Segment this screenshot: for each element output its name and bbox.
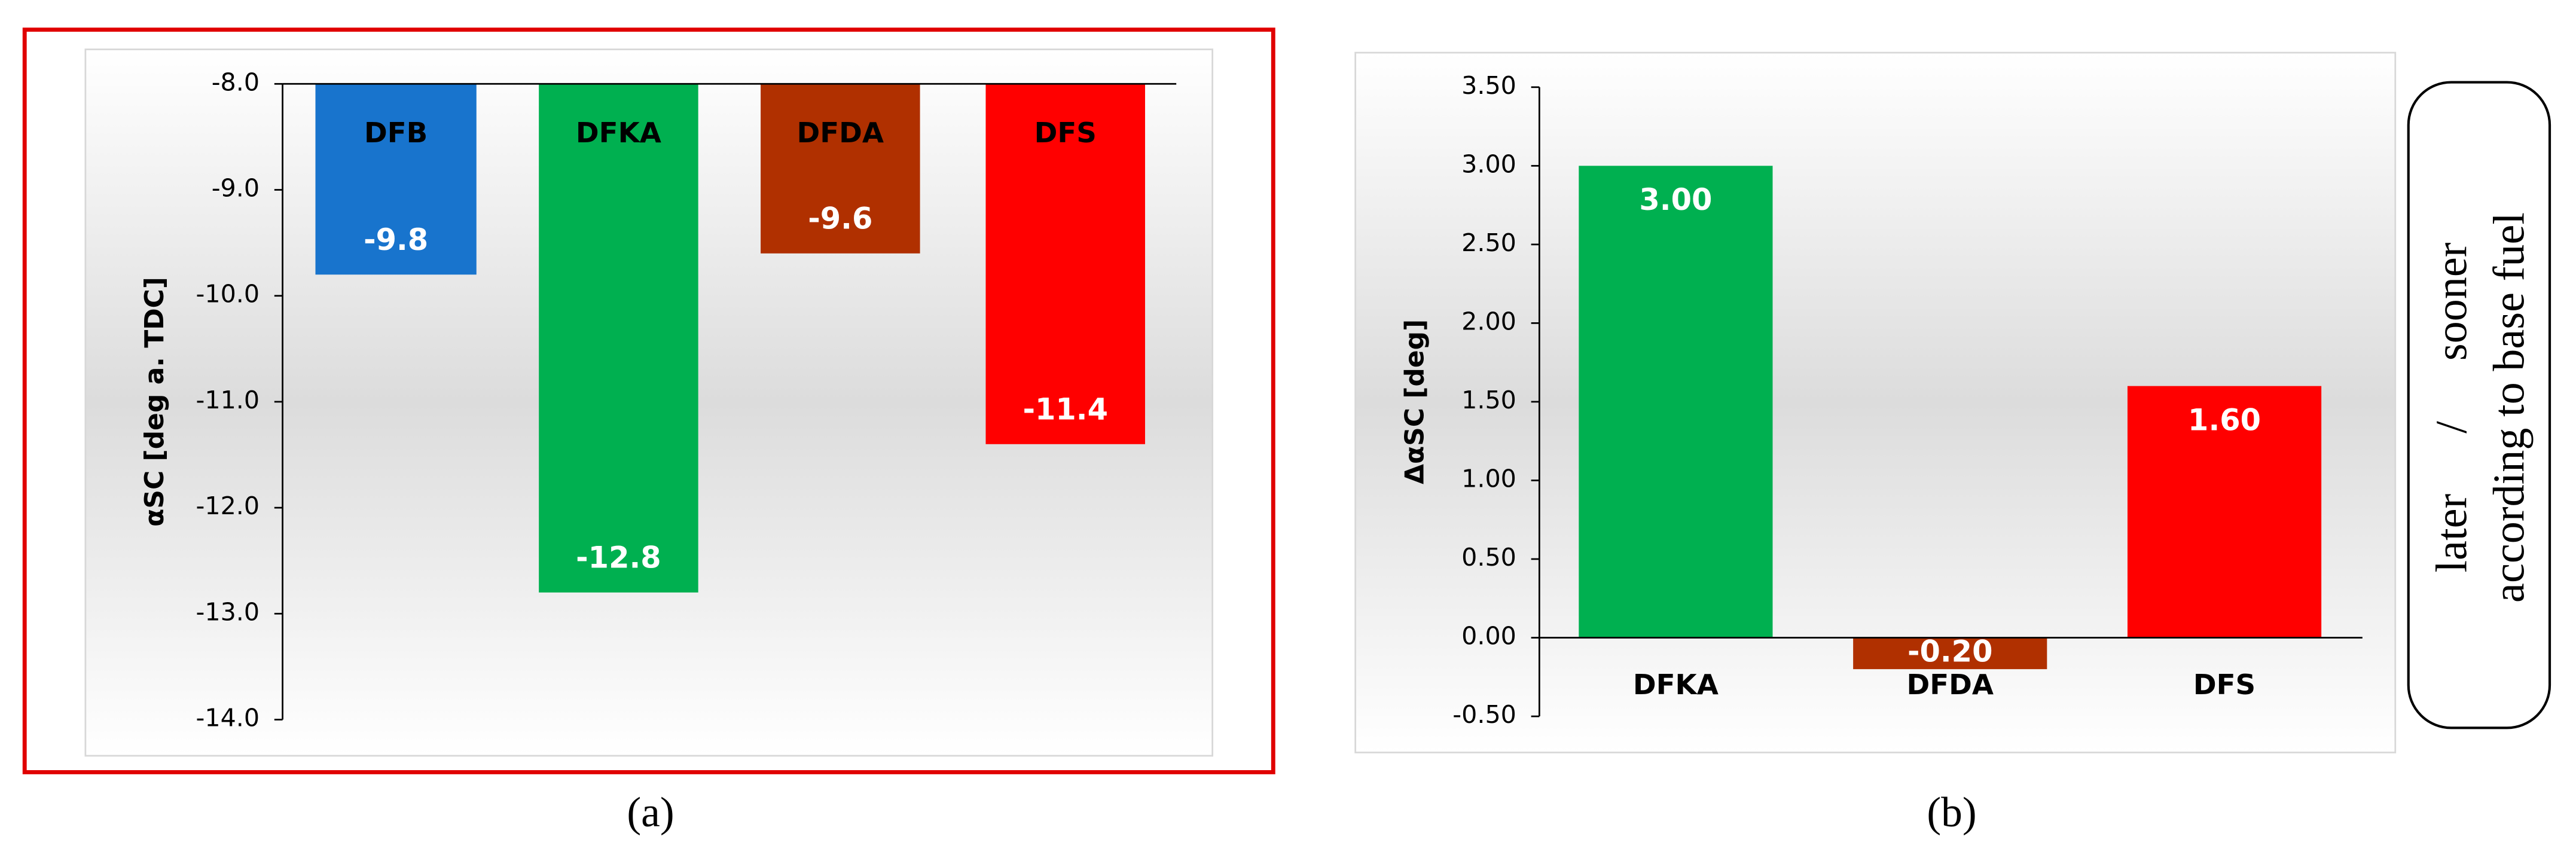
category-label: DFS <box>2193 669 2255 701</box>
category-label: DFKA <box>1633 669 1719 701</box>
y-tick-label: 3.50 <box>1461 71 1516 100</box>
bar <box>539 84 698 593</box>
y-tick-label: 0.50 <box>1461 543 1516 572</box>
bar <box>1579 166 1773 638</box>
value-label: -9.6 <box>808 201 872 236</box>
value-label: -0.20 <box>1907 634 1993 668</box>
y-tick-label: 1.00 <box>1461 464 1516 493</box>
category-label: DFB <box>364 117 428 149</box>
caption: (b) <box>1927 789 1976 836</box>
side-note: according to base fuel <box>2485 212 2534 603</box>
side-note: later / sooner <box>2427 242 2476 572</box>
y-axis-title: αSC [deg a. TDC] <box>139 277 170 527</box>
caption: (a) <box>627 789 674 836</box>
bar <box>315 84 477 275</box>
highlight-frame <box>22 28 1275 774</box>
y-tick-label: 2.00 <box>1461 307 1516 335</box>
y-tick-label: 2.50 <box>1461 228 1516 257</box>
y-tick-label: -0.50 <box>1452 700 1516 729</box>
category-label: DFKA <box>576 117 661 149</box>
bar <box>2127 386 2322 638</box>
value-label: -9.8 <box>364 222 428 257</box>
y-tick-label: -14.0 <box>196 704 260 732</box>
y-tick-label: 1.50 <box>1461 386 1516 414</box>
y-tick-label: -12.0 <box>196 491 260 520</box>
y-tick-label: 0.00 <box>1461 622 1516 651</box>
value-label: 3.00 <box>1639 182 1712 217</box>
bar <box>985 84 1145 444</box>
category-label: DFDA <box>1906 669 1994 701</box>
side-note-box <box>2407 81 2551 729</box>
y-tick-label: -11.0 <box>196 386 260 414</box>
bar <box>1853 637 2047 670</box>
y-tick-label: -13.0 <box>196 597 260 626</box>
y-axis-title: ΔαSC [deg] <box>1399 319 1430 484</box>
y-tick-label: -8.0 <box>212 68 260 96</box>
value-label: 1.60 <box>2188 403 2261 438</box>
y-tick-label: -10.0 <box>196 280 260 309</box>
y-tick-label: 3.00 <box>1461 149 1516 178</box>
category-label: DFDA <box>797 117 884 149</box>
value-label: -11.4 <box>1023 392 1108 426</box>
value-label: -12.8 <box>576 540 661 575</box>
bar <box>761 84 920 254</box>
category-label: DFS <box>1034 117 1097 149</box>
y-tick-label: -9.0 <box>212 173 260 202</box>
